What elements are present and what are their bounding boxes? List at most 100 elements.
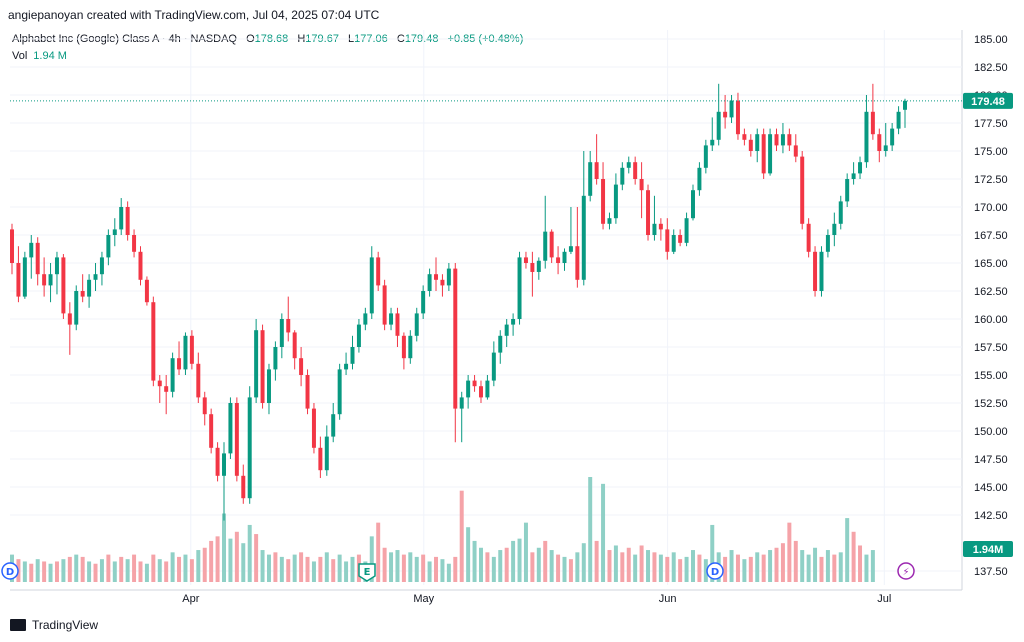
marker-label: E	[364, 567, 371, 578]
y-tick-label: 155.00	[974, 370, 1008, 382]
candle-body	[735, 100, 740, 135]
volume-bar	[421, 554, 426, 582]
volume-bar	[517, 538, 522, 582]
volume-bar	[93, 563, 98, 582]
candle-body	[446, 268, 451, 286]
volume-bar	[369, 536, 374, 582]
volume-bar	[299, 552, 304, 582]
y-tick-label: 175.00	[974, 146, 1008, 158]
volume-bar	[196, 550, 201, 582]
volume-bar	[588, 477, 593, 582]
candle-body	[723, 111, 728, 118]
candle-body	[613, 184, 618, 219]
volume-bar	[119, 556, 124, 582]
volume-bar	[189, 559, 194, 582]
volume-bar	[344, 561, 349, 582]
candle-body	[382, 285, 387, 325]
candle-body	[279, 319, 284, 347]
volume-bar	[408, 552, 413, 582]
volume-bars	[10, 477, 875, 582]
candle-body	[61, 257, 66, 314]
candle-body	[93, 274, 98, 280]
y-tick-label: 177.50	[974, 118, 1008, 130]
attribution-header: angiepanoyan created with TradingView.co…	[8, 8, 380, 22]
candle-body	[864, 111, 869, 163]
candle-body	[517, 257, 522, 319]
volume-bar	[427, 561, 432, 582]
volume-bar	[594, 540, 599, 582]
candle-body	[652, 223, 657, 235]
candle-body	[35, 242, 40, 275]
volume-bar	[132, 554, 137, 582]
volume-bar	[260, 550, 265, 582]
candle-body	[427, 274, 432, 291]
volume-bar	[729, 550, 734, 582]
candle-body	[157, 380, 162, 387]
candle-body	[106, 235, 111, 258]
volume-bar	[228, 538, 233, 582]
volume-bar	[478, 547, 483, 582]
volume-bar	[735, 554, 740, 582]
candle-body	[832, 223, 837, 235]
candle-body	[363, 313, 368, 325]
candle-body	[459, 397, 464, 409]
candle-body	[896, 111, 901, 129]
candle-body	[234, 403, 239, 476]
y-tick-label: 182.50	[974, 62, 1008, 74]
volume-bar	[748, 556, 753, 582]
last-price-label: 179.48	[971, 96, 1005, 108]
volume-bar	[177, 556, 182, 582]
volume-legend: Vol 1.94 M	[12, 50, 67, 62]
volume-bar	[305, 556, 310, 582]
candle-body	[594, 162, 599, 179]
volume-bar	[870, 550, 875, 582]
volume-bar	[768, 550, 773, 582]
candle-body	[344, 363, 349, 370]
volume-bar	[864, 554, 869, 582]
candle-body	[819, 251, 824, 291]
candle-body	[530, 263, 535, 272]
y-tick-label: 185.00	[974, 34, 1008, 46]
volume-bar	[318, 556, 323, 582]
volume-bar	[112, 561, 117, 582]
candle-body	[376, 257, 381, 286]
price-axis: 185.00182.50180.00177.50175.00172.50170.…	[974, 34, 1008, 578]
candle-body	[633, 162, 638, 179]
candle-body	[67, 313, 72, 325]
volume-bar	[401, 554, 406, 582]
candle-body	[292, 332, 297, 359]
volume-bar	[601, 483, 606, 582]
candle-body	[639, 179, 644, 191]
candle-body	[196, 363, 201, 398]
candle-body	[151, 302, 156, 381]
candle-body	[498, 335, 503, 353]
volume-bar	[106, 554, 111, 582]
candle-body	[241, 475, 246, 499]
candle-body	[813, 251, 818, 291]
volume-bar	[434, 556, 439, 582]
candle-body	[575, 246, 580, 280]
y-tick-label: 145.00	[974, 482, 1008, 494]
volume-bar	[254, 534, 259, 582]
volume-bar	[562, 556, 567, 582]
x-tick-label: Jul	[877, 593, 891, 605]
volume-bar	[658, 554, 663, 582]
y-tick-label: 137.50	[974, 566, 1008, 578]
volume-bar	[453, 556, 458, 582]
candle-body	[478, 386, 483, 398]
time-axis: Apr May Jun Jul	[182, 593, 891, 605]
volume-bar	[723, 556, 728, 582]
candle-body	[838, 201, 843, 224]
candle-body	[543, 231, 548, 261]
candle-body	[440, 279, 445, 286]
dividend-marker-icon	[1, 562, 19, 580]
volume-bar	[710, 524, 715, 582]
candle-body	[870, 111, 875, 135]
y-tick-label: 170.00	[974, 202, 1008, 214]
volume-bar	[780, 543, 785, 582]
volume-bar	[491, 556, 496, 582]
candle-body	[549, 231, 554, 258]
candle-body	[10, 229, 14, 263]
candle-body	[434, 274, 439, 280]
